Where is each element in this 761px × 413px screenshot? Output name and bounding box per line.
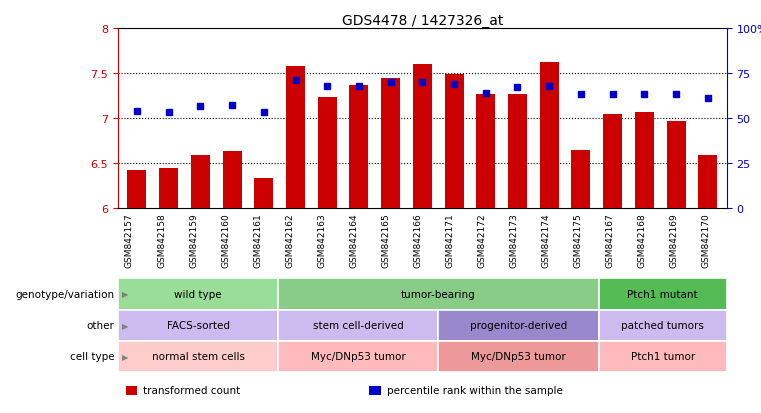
- Bar: [603, 114, 622, 209]
- Text: GSM842174: GSM842174: [542, 213, 550, 267]
- Text: ▶: ▶: [122, 290, 129, 299]
- Text: GSM842170: GSM842170: [702, 213, 711, 267]
- Bar: [222, 152, 242, 209]
- Text: GSM842172: GSM842172: [477, 213, 486, 267]
- Bar: [635, 112, 654, 209]
- Bar: [698, 156, 717, 209]
- Bar: [191, 156, 210, 209]
- Text: GSM842159: GSM842159: [189, 213, 198, 267]
- Bar: [159, 169, 178, 209]
- Text: GSM842162: GSM842162: [285, 213, 295, 267]
- Text: FACS-sorted: FACS-sorted: [167, 320, 230, 330]
- Text: GSM842165: GSM842165: [381, 213, 390, 267]
- Text: Myc/DNp53 tumor: Myc/DNp53 tumor: [471, 351, 566, 361]
- Bar: [508, 95, 527, 209]
- Text: GSM842173: GSM842173: [509, 213, 518, 267]
- Text: cell type: cell type: [69, 351, 114, 361]
- Text: other: other: [86, 320, 114, 330]
- Text: GSM842163: GSM842163: [317, 213, 326, 267]
- Text: patched tumors: patched tumors: [621, 320, 704, 330]
- Text: GSM842158: GSM842158: [157, 213, 166, 267]
- Text: percentile rank within the sample: percentile rank within the sample: [387, 385, 562, 395]
- Text: stem cell-derived: stem cell-derived: [313, 320, 403, 330]
- Text: Ptch1 mutant: Ptch1 mutant: [627, 289, 698, 299]
- Text: GSM842161: GSM842161: [253, 213, 262, 267]
- Text: Myc/DNp53 tumor: Myc/DNp53 tumor: [311, 351, 406, 361]
- Text: GSM842175: GSM842175: [574, 213, 583, 267]
- Bar: [286, 66, 305, 209]
- Bar: [572, 151, 591, 209]
- Title: GDS4478 / 1427326_at: GDS4478 / 1427326_at: [342, 14, 503, 28]
- Text: ▶: ▶: [122, 321, 129, 330]
- Bar: [540, 63, 559, 209]
- Bar: [444, 75, 463, 209]
- Bar: [381, 79, 400, 209]
- Text: tumor-bearing: tumor-bearing: [401, 289, 476, 299]
- Text: GSM842166: GSM842166: [413, 213, 422, 267]
- Bar: [127, 171, 146, 209]
- Text: GSM842167: GSM842167: [606, 213, 615, 267]
- Text: GSM842164: GSM842164: [349, 213, 358, 267]
- Text: ▶: ▶: [122, 352, 129, 361]
- Text: genotype/variation: genotype/variation: [15, 289, 114, 299]
- Text: GSM842157: GSM842157: [125, 213, 134, 267]
- Text: GSM842168: GSM842168: [638, 213, 647, 267]
- Text: GSM842171: GSM842171: [445, 213, 454, 267]
- Text: wild type: wild type: [174, 289, 222, 299]
- Bar: [412, 65, 431, 209]
- Text: transformed count: transformed count: [143, 385, 240, 395]
- Bar: [667, 121, 686, 209]
- Bar: [476, 95, 495, 209]
- Text: normal stem cells: normal stem cells: [151, 351, 244, 361]
- Text: progenitor-derived: progenitor-derived: [470, 320, 567, 330]
- Bar: [318, 98, 336, 209]
- Bar: [254, 179, 273, 209]
- Text: GSM842160: GSM842160: [221, 213, 230, 267]
- Text: Ptch1 tumor: Ptch1 tumor: [631, 351, 695, 361]
- Text: GSM842169: GSM842169: [670, 213, 679, 267]
- Bar: [349, 85, 368, 209]
